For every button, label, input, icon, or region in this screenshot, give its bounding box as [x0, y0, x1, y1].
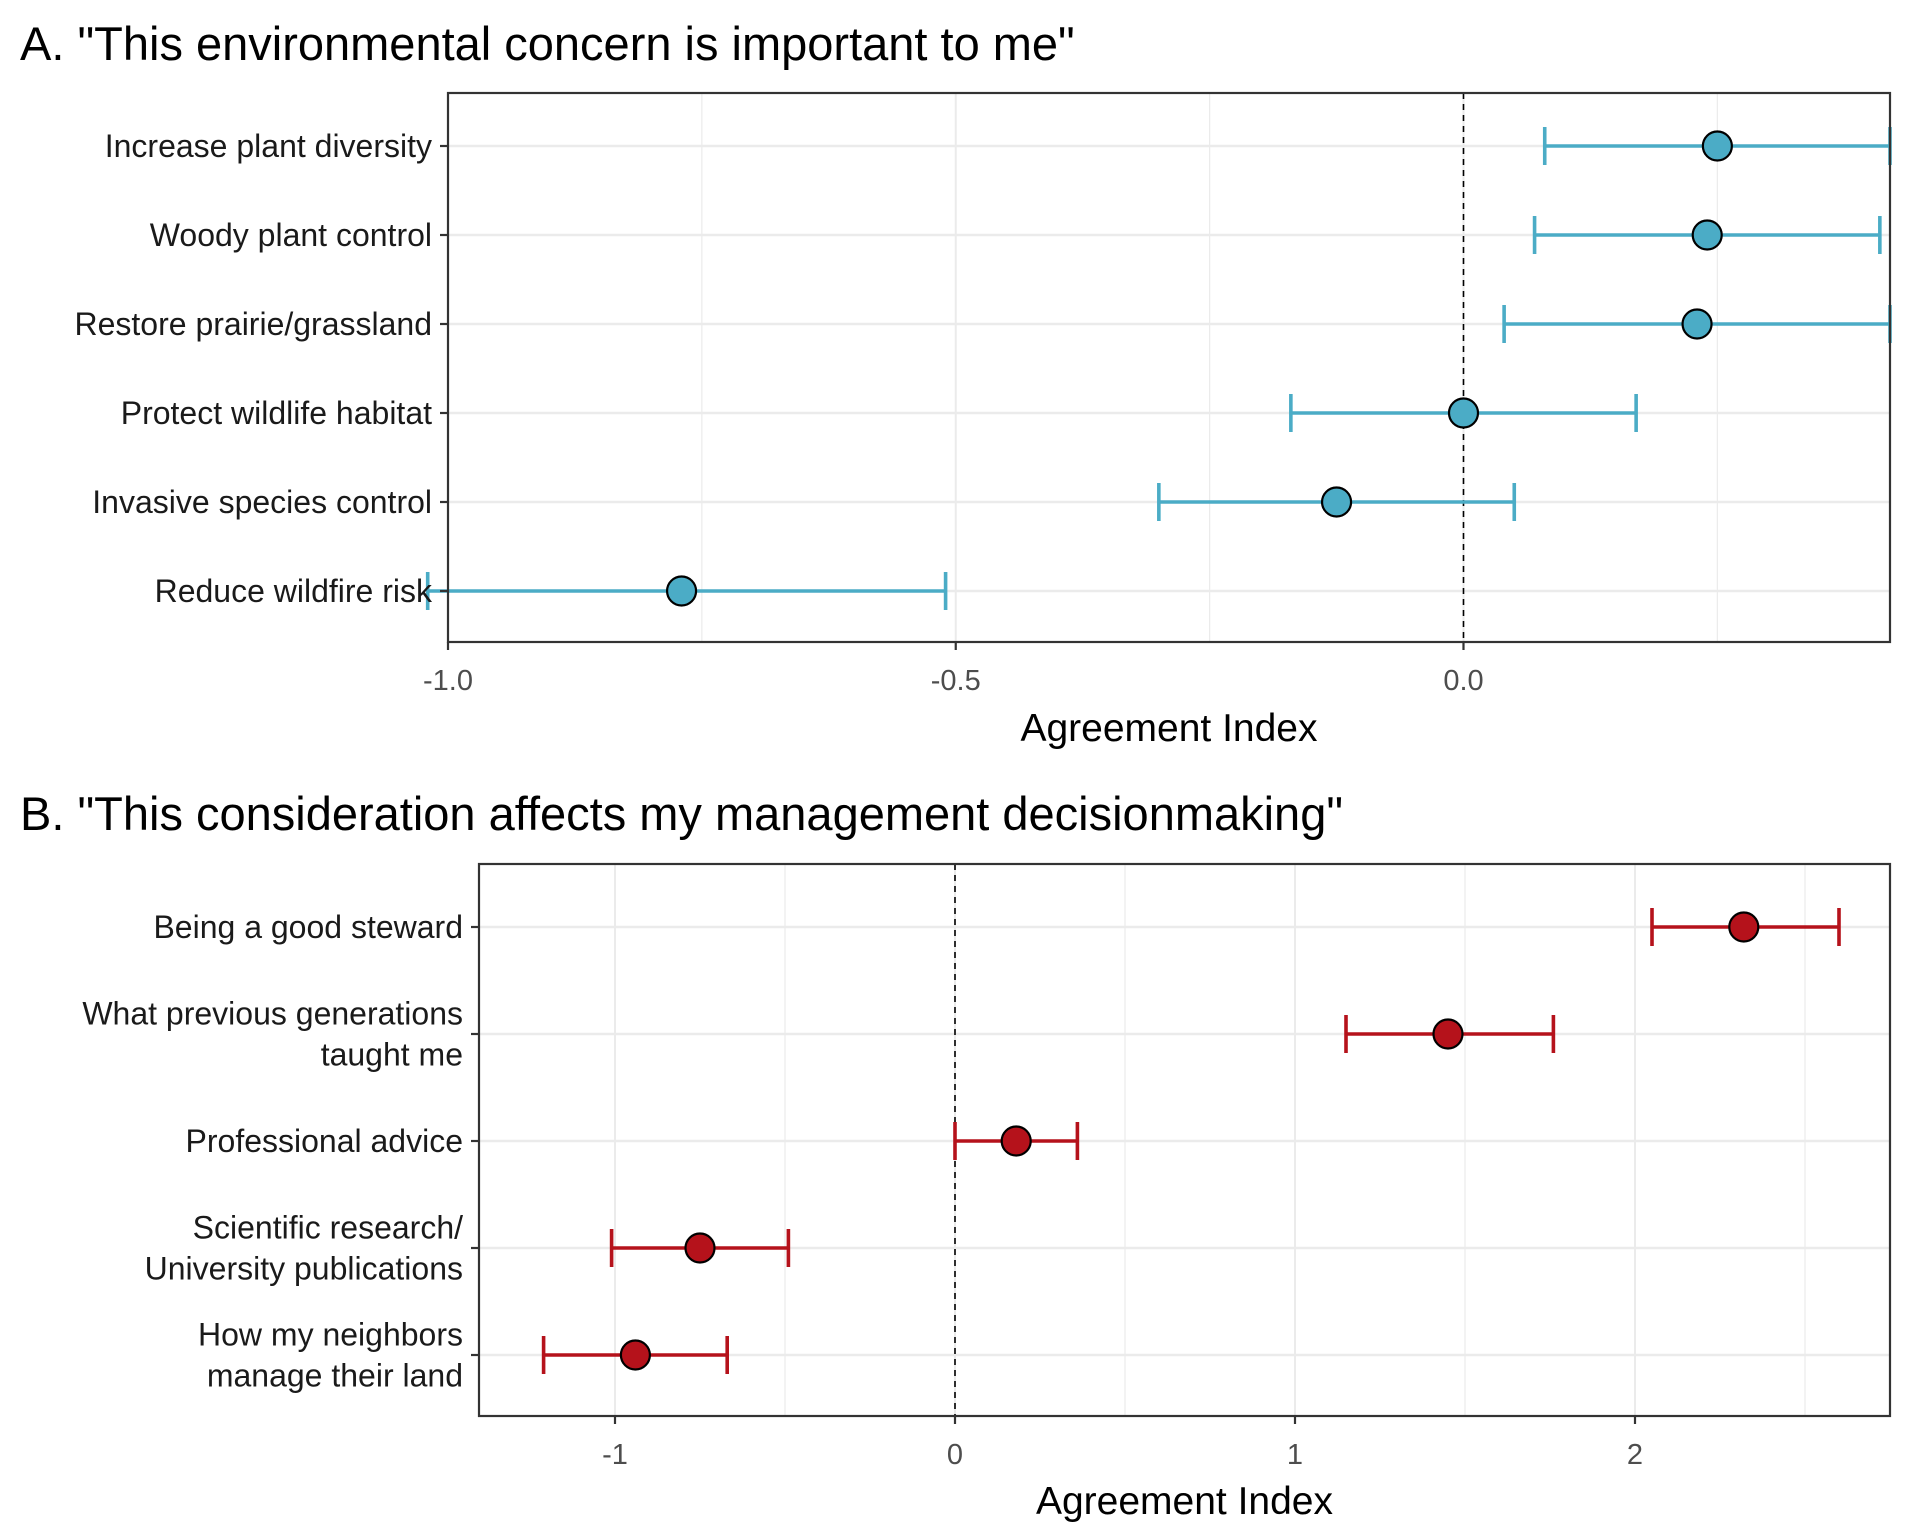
x-axis-title: Agreement Index [1020, 707, 1318, 750]
y-tick-label: How my neighbors [198, 1317, 463, 1353]
y-tick-label: taught me [321, 1037, 463, 1073]
data-point [1320, 486, 1353, 518]
data-point [1000, 1125, 1032, 1157]
y-tick-label: Scientific research/ [193, 1210, 463, 1246]
data-point-group [953, 1122, 1080, 1160]
data-point-group [1532, 216, 1882, 254]
x-tick-label: 0.0 [1443, 665, 1483, 697]
y-tick-label: Increase plant diversity [105, 128, 432, 164]
data-point-group [1650, 908, 1841, 946]
y-tick-label: University publications [145, 1251, 463, 1287]
x-tick-label: 0 [947, 1439, 963, 1471]
x-tick-label: 1 [1287, 1439, 1303, 1471]
panel-b: B. "This consideration affects my manage… [20, 787, 1892, 1523]
panel-a: A. "This environmental concern is import… [20, 17, 1892, 750]
y-tick-label: Protect wildlife habitat [121, 395, 432, 431]
y-tick-label: Reduce wildfire risk [155, 573, 433, 609]
y-tick-label: Being a good steward [153, 909, 463, 945]
data-point [665, 575, 698, 607]
data-point-group [541, 1336, 730, 1374]
panel-border [446, 91, 1892, 644]
x-tick-label: -1.0 [423, 665, 473, 697]
x-tick-label: 2 [1627, 1439, 1643, 1471]
y-tick-label: Professional advice [186, 1123, 463, 1159]
data-point [619, 1339, 652, 1371]
y-tick-label: manage their land [207, 1358, 463, 1394]
data-point-group [1502, 305, 1892, 343]
data-point [1432, 1018, 1464, 1050]
data-point [684, 1232, 716, 1264]
data-point [1701, 130, 1733, 162]
data-point [1447, 397, 1480, 429]
data-point [1681, 308, 1713, 340]
data-point-group [1542, 127, 1892, 165]
data-point [1728, 911, 1760, 943]
y-tick-label: Restore prairie/grassland [75, 306, 433, 342]
y-tick-label: What previous generations [82, 996, 463, 1032]
y-tick-label: Invasive species control [92, 484, 432, 520]
x-tick-label: -0.5 [931, 665, 981, 697]
data-point-group [1344, 1015, 1556, 1053]
data-point-group [1289, 394, 1638, 432]
x-axis-title: Agreement Index [1036, 1480, 1334, 1523]
data-point-group [425, 572, 948, 610]
panel-title: B. "This consideration affects my manage… [20, 787, 1343, 840]
data-point [1691, 219, 1723, 251]
data-point-group [1157, 483, 1517, 521]
x-tick-label: -1 [602, 1439, 628, 1471]
data-point-group [609, 1229, 791, 1267]
panel-title: A. "This environmental concern is import… [20, 17, 1075, 70]
y-tick-label: Woody plant control [150, 217, 432, 253]
